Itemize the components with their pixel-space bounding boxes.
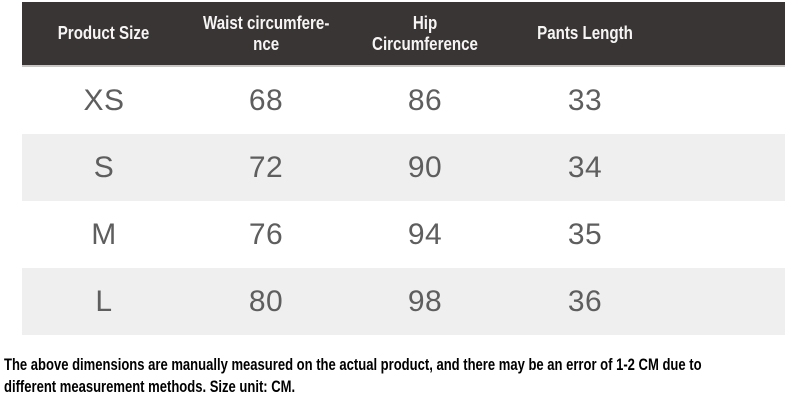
size-cell: L (95, 284, 113, 318)
table-row: M 76 94 35 (22, 201, 785, 268)
waist-cell: 80 (248, 284, 284, 318)
header-label: Waist circumfere- nce (202, 12, 330, 54)
waist-cell: 72 (248, 150, 284, 184)
length-cell: 33 (567, 83, 603, 117)
measurement-note: The above dimensions are manually measur… (4, 354, 785, 398)
size-cell: XS (83, 83, 125, 117)
table-header: Product Size Waist circumfere- nce Hip C… (22, 2, 785, 67)
note-line: different measurement methods. Size unit… (4, 378, 296, 396)
size-table: Product Size Waist circumfere- nce Hip C… (22, 2, 785, 335)
table-row: S 72 90 34 (22, 134, 785, 201)
size-cell: M (91, 217, 117, 251)
waist-cell: 76 (248, 217, 284, 251)
header-cell-product-size: Product Size (22, 23, 186, 44)
length-cell: 36 (567, 284, 603, 318)
note-line: The above dimensions are manually measur… (4, 356, 702, 374)
hip-cell: 90 (407, 150, 443, 184)
header-label: Product Size (58, 23, 150, 43)
table-row: L 80 98 36 (22, 268, 785, 335)
length-cell: 35 (567, 217, 603, 251)
header-cell-hip: Hip Circumference (346, 13, 504, 55)
header-cell-waist: Waist circumfere- nce (186, 13, 346, 55)
hip-cell: 86 (407, 83, 443, 117)
header-label: Hip Circumference (372, 12, 478, 54)
header-cell-pants-length: Pants Length (504, 23, 666, 44)
size-cell: S (93, 150, 115, 184)
table-row: XS 68 86 33 (22, 67, 785, 134)
waist-cell: 68 (248, 83, 284, 117)
hip-cell: 98 (407, 284, 443, 318)
header-label: Pants Length (537, 23, 633, 43)
length-cell: 34 (567, 150, 603, 184)
hip-cell: 94 (407, 217, 443, 251)
